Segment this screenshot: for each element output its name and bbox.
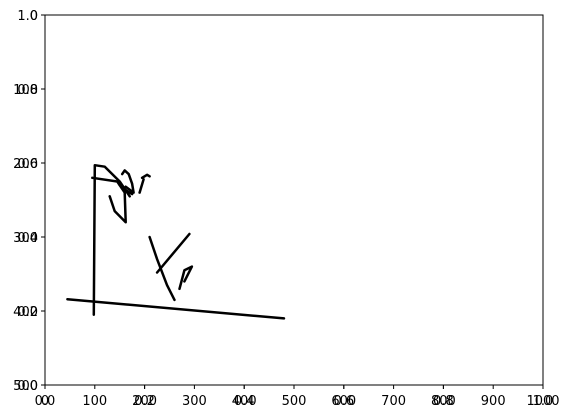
ink-strokes xyxy=(66,163,286,320)
pixel-y-tick-label: 400 xyxy=(13,305,38,320)
unit-y-tick-label: 0.0 xyxy=(17,379,38,394)
unit-x-tick-label: 0.6 xyxy=(333,394,354,409)
pixel-x-tick-label: 0 xyxy=(41,394,49,409)
ink-stroke-7 xyxy=(66,297,286,320)
pixel-x-tick-label: 900 xyxy=(481,394,506,409)
ink-stroke-8 xyxy=(155,232,191,274)
plot-frame xyxy=(44,14,544,386)
pixel-x-tick-label: 400 xyxy=(232,394,257,409)
ink-stroke-9 xyxy=(148,235,176,302)
unit-y-tick-label: 0.4 xyxy=(17,231,38,246)
pixel-x-tick-label: 500 xyxy=(282,394,307,409)
pixel-y-tick-label: 200 xyxy=(13,157,38,172)
pixel-y-tick-label: 100 xyxy=(13,83,38,98)
unit-y-tick-label: 0.2 xyxy=(17,305,38,320)
unit-x-tick-label: 0.8 xyxy=(433,394,454,409)
unit-y-tick-label: 1.0 xyxy=(17,9,38,24)
unit-y-tick-label: 0.6 xyxy=(17,157,38,172)
ink-stroke-4 xyxy=(118,183,134,196)
unit-x-tick-label: 0.2 xyxy=(134,394,155,409)
pixel-x-tick-label: 600 xyxy=(331,394,356,409)
ink-stroke-10 xyxy=(178,265,194,291)
pixel-y-tick-label: 500 xyxy=(13,379,38,394)
ink-stroke-2 xyxy=(91,176,127,224)
axis-ticks: 0.0 0.2 0.4 0.6 0.8 1.00.00.20.40.60.81.00 100… xyxy=(13,9,559,409)
unit-x-tick-label: 0.0 xyxy=(35,394,56,409)
ink-stroke-5 xyxy=(138,178,145,194)
unit-x-tick-label: 0.4 xyxy=(234,394,255,409)
unit-y-tick-label: 0.8 xyxy=(17,83,38,98)
ink-stroke-6 xyxy=(140,173,151,180)
pixel-x-tick-label: 300 xyxy=(182,394,207,409)
pixel-x-tick-label: 100 xyxy=(82,394,107,409)
pixel-x-tick-label: 800 xyxy=(431,394,456,409)
pixel-y-tick-label: 0 xyxy=(30,9,38,24)
unit-x-tick-label: 1.0 xyxy=(533,394,554,409)
pixel-x-tick-label: 1000 xyxy=(526,394,559,409)
ink-stroke-3 xyxy=(120,169,135,194)
pixel-x-tick-label: 200 xyxy=(132,394,157,409)
pixel-y-tick-label: 300 xyxy=(13,231,38,246)
pixel-x-tick-label: 700 xyxy=(381,394,406,409)
